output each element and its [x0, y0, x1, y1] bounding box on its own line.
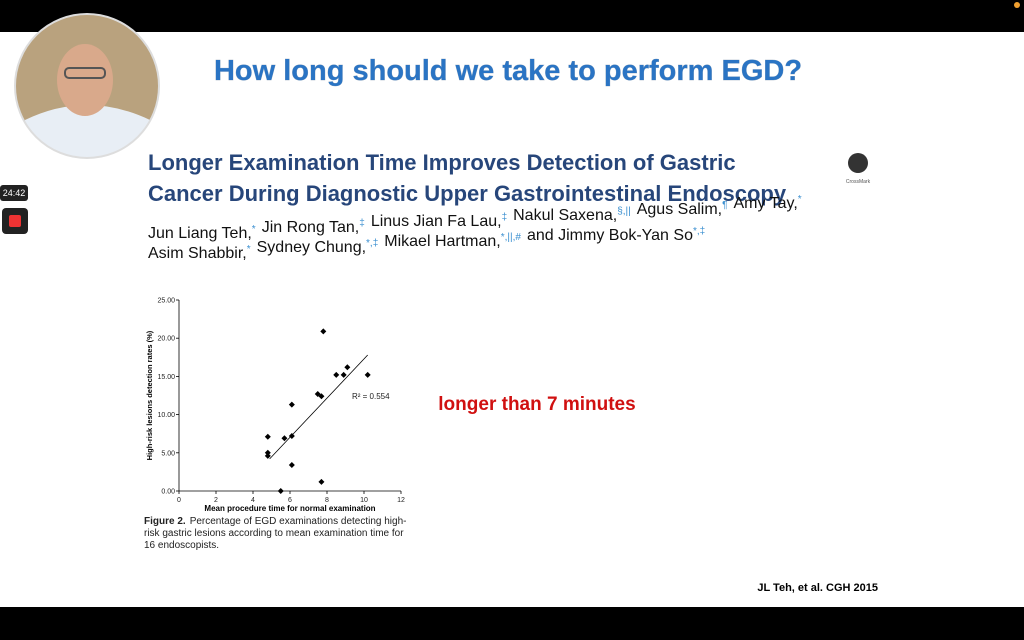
author-affil: §,||: [617, 206, 631, 217]
x-axis-label: Mean procedure time for normal examinati…: [204, 504, 375, 513]
author-name: Nakul Saxena,: [513, 207, 617, 224]
caption-label: Figure 2.: [144, 516, 186, 527]
crossmark: CrossMark: [846, 179, 871, 185]
point: [344, 364, 351, 371]
author-affil: *,‡: [693, 226, 705, 237]
author-line: Jun Liang Teh,* Jin Rong Tan,‡ Linus Jian …: [148, 194, 802, 242]
y-tick-label: 25.00: [157, 298, 175, 305]
x-tick-label: 10: [360, 497, 368, 504]
author-name: Sydney Chung,: [257, 239, 366, 256]
y-tick-label: 20.00: [157, 336, 175, 343]
caption-line: 16 endoscopists.: [144, 540, 219, 551]
article-title: Longer Examination Time Improves Detecti…: [148, 150, 736, 175]
trendline: [269, 354, 368, 460]
author-affil: *,‡: [366, 238, 378, 249]
top-bar: [0, 0, 1024, 32]
point: [264, 433, 271, 440]
y-tick-label: 15.00: [157, 374, 175, 381]
author-name: Amy Tay,: [733, 195, 797, 212]
citation: JL Teh, et al. CGH 2015: [757, 582, 878, 594]
indicator: [1014, 2, 1020, 8]
caption-line: Percentage of EGD examinations detecting…: [190, 516, 407, 527]
slide-title: How long should we take to perform EGD?: [214, 55, 802, 87]
timer-bg: [0, 185, 28, 201]
x-tick-label: 0: [177, 497, 181, 504]
caption-line: risk gastric lesions according to mean e…: [144, 528, 404, 539]
author-name: Linus Jian Fa Lau,: [371, 213, 502, 230]
x-tick-label: 2: [214, 497, 218, 504]
author-line: Asim Shabbir,* Sydney Chung,*,‡ Mikael Har…: [148, 226, 705, 262]
x-tick-label: 8: [325, 497, 329, 504]
author-name: Mikael Hartman,: [384, 233, 500, 250]
crossmark-icon: [848, 153, 868, 173]
point: [340, 371, 347, 378]
webcam: [14, 13, 160, 159]
x-tick-label: 6: [288, 497, 292, 504]
callout: longer than 7 minutes: [438, 394, 635, 415]
point: [320, 328, 327, 335]
author-name: Agus Salim,: [637, 201, 722, 218]
scatter-chart: 0.00 5.00 10.00 15.00 20.00 25.00 0 2 4 6 8 10 12 Mea…: [145, 298, 405, 514]
author-affil: ‡: [502, 212, 508, 223]
point: [333, 371, 340, 378]
y-tick-label: 10.00: [157, 412, 175, 419]
author-affil: *: [252, 224, 256, 235]
point: [277, 488, 284, 494]
point: [264, 449, 271, 456]
author-affil: *,||,#: [501, 232, 522, 243]
author-affil: ‡: [359, 218, 365, 229]
point: [364, 371, 371, 378]
point: [264, 452, 271, 459]
author-affil: *: [798, 194, 802, 205]
author-name: Jun Liang Teh,: [148, 225, 252, 242]
x-tick-label: 4: [251, 497, 255, 504]
point: [318, 478, 325, 485]
y-tick-label: 0.00: [161, 489, 175, 496]
author-affil: ¶: [722, 200, 727, 211]
bottom-bar: [0, 607, 1024, 640]
point: [288, 401, 295, 408]
author-name: Asim Shabbir,: [148, 245, 247, 262]
stop-icon[interactable]: [9, 215, 21, 227]
timer: 24:42: [3, 188, 26, 198]
x-tick-label: 12: [397, 497, 405, 504]
y-tick-label: 5.00: [161, 450, 175, 457]
author-affil: *: [247, 244, 251, 255]
point: [318, 393, 325, 400]
point: [281, 435, 288, 442]
author-name: Jin Rong Tan,: [262, 219, 360, 236]
annotation: R² = 0.554: [352, 392, 390, 401]
caption: Figure 2. Percentage of EGD examinations …: [144, 516, 406, 527]
y-axis-label: High-risk lesions detection rates (%): [145, 330, 154, 460]
article-title: Cancer During Diagnostic Upper Gastroint…: [148, 181, 787, 206]
author-name: and Jimmy Bok-Yan So: [527, 227, 693, 244]
point: [288, 462, 295, 469]
